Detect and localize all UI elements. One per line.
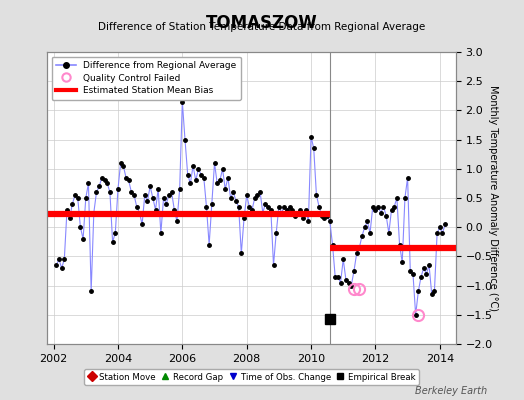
Text: Berkeley Earth: Berkeley Earth xyxy=(415,386,487,396)
Text: TOMASZOW: TOMASZOW xyxy=(206,14,318,32)
Text: Difference of Station Temperature Data from Regional Average: Difference of Station Temperature Data f… xyxy=(99,22,425,32)
Legend: Station Move, Record Gap, Time of Obs. Change, Empirical Break: Station Move, Record Gap, Time of Obs. C… xyxy=(84,369,419,385)
Y-axis label: Monthly Temperature Anomaly Difference (°C): Monthly Temperature Anomaly Difference (… xyxy=(488,85,498,311)
